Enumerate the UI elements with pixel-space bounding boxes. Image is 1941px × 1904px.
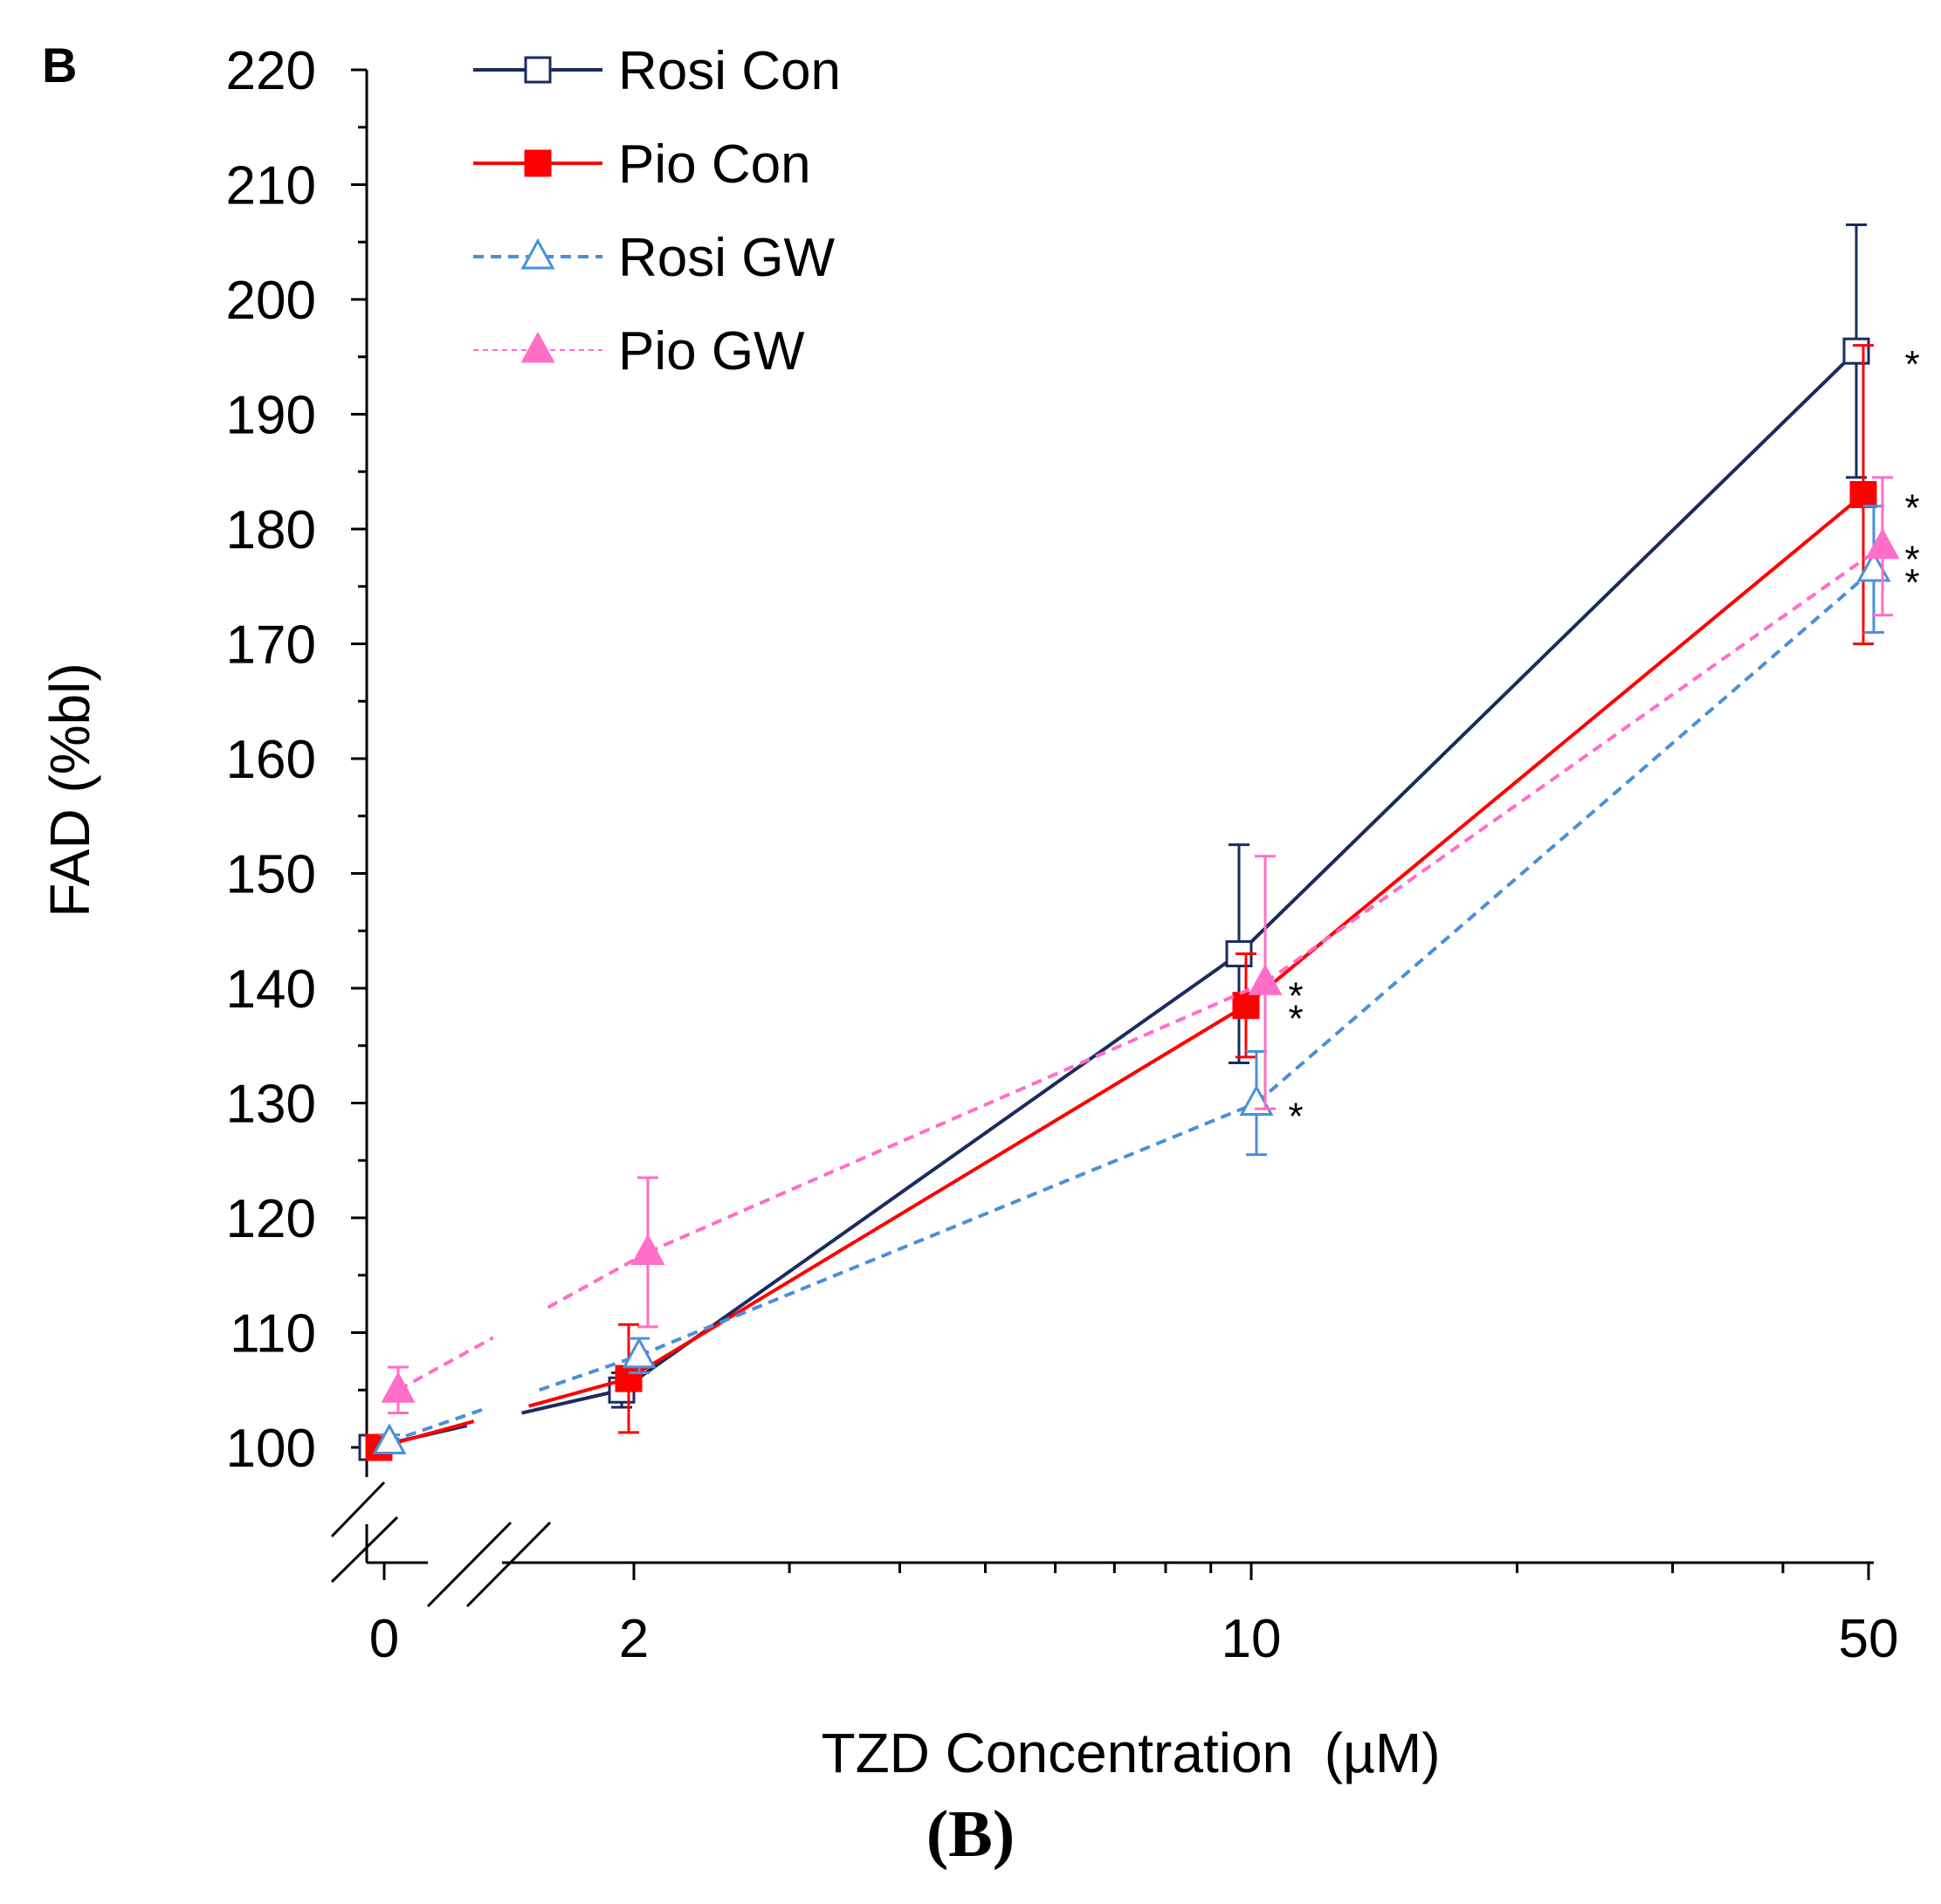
series-line-segment (538, 1353, 640, 1392)
data-point (622, 1337, 657, 1369)
y-axis-break-mark (330, 1481, 386, 1538)
significance-star: * (1288, 1096, 1303, 1138)
y-axis-title: FAD (%bl) (38, 663, 101, 918)
significance-star: * (1904, 343, 1919, 386)
data-point (615, 1364, 643, 1392)
y-tick-label: 210 (226, 156, 316, 217)
data-point (1232, 992, 1260, 1020)
data-point (381, 1371, 416, 1403)
legend-marker (520, 331, 555, 363)
legend-marker (524, 56, 552, 84)
x-axis-title: TZD Concentration (µM) (821, 1722, 1440, 1784)
y-tick-label: 200 (226, 271, 316, 331)
series-line-segment (647, 980, 1266, 1254)
x-tick-label: 50 (1839, 1609, 1899, 1669)
legend-item-rosi_gw: Rosi GW (473, 228, 835, 288)
series-line-segment (397, 1336, 494, 1392)
series-pio_gw: ** (381, 476, 1920, 1415)
legend-item-pio_gw: Pio GW (473, 321, 805, 381)
significance-star: * (1904, 561, 1919, 604)
data-point (1239, 1084, 1274, 1116)
significance-star: * (1904, 539, 1919, 581)
significance-star: * (1904, 487, 1919, 530)
y-tick-label: 140 (226, 959, 316, 1020)
y-tick-label: 100 (226, 1419, 316, 1479)
y-tick-label: 180 (226, 500, 316, 560)
series-rosi_gw: ** (372, 505, 1920, 1454)
y-tick-label: 130 (226, 1075, 316, 1135)
y-tick-label: 190 (226, 386, 316, 446)
data-point (372, 1423, 407, 1454)
axes: 1001101201301401501601701801902002102200… (226, 41, 1899, 1669)
series-line-segment (528, 1377, 630, 1408)
series-rosi_con: * (358, 223, 1920, 1461)
series-line-segment (1255, 567, 1876, 1105)
x-tick-label: 2 (619, 1609, 649, 1669)
series-layer: ******* (358, 223, 1920, 1461)
y-tick-label: 120 (226, 1189, 316, 1249)
series-line-segment (547, 1250, 649, 1309)
series-line-segment (627, 1004, 1248, 1380)
legend-item-rosi_con: Rosi Con (473, 41, 841, 101)
legend-label: Rosi Con (618, 41, 841, 101)
y-tick-label: 110 (230, 1304, 316, 1364)
x-axis-break-mark (465, 1521, 552, 1608)
data-point (630, 1234, 665, 1265)
x-axis-break-mark (426, 1521, 513, 1608)
data-point (1842, 337, 1870, 365)
data-point (1248, 964, 1283, 995)
series-line-segment (1263, 545, 1884, 985)
series-line-segment (1244, 493, 1865, 1007)
legend-label: Pio Con (618, 134, 811, 195)
y-axis-break-mark (330, 1516, 399, 1584)
legend-item-pio_con: Pio Con (473, 134, 811, 195)
series-pio_con: ** (365, 344, 1920, 1461)
x-tick-label: 0 (369, 1609, 399, 1669)
legend-label: Pio GW (618, 321, 805, 381)
legend-marker (524, 149, 552, 177)
significance-star: * (1288, 974, 1303, 1017)
y-tick-label: 150 (226, 845, 316, 905)
legend-label: Rosi GW (618, 228, 835, 288)
data-point (1865, 527, 1900, 560)
y-tick-label: 220 (226, 41, 316, 101)
data-point (1849, 481, 1877, 509)
series-line-segment (620, 952, 1241, 1392)
x-tick-label: 10 (1222, 1609, 1282, 1669)
figure-caption: (B) (926, 1797, 1015, 1871)
legend-marker (520, 237, 555, 270)
series-line-segment (521, 1388, 623, 1415)
y-tick-label: 170 (226, 615, 316, 676)
y-tick-label: 160 (226, 730, 316, 790)
legend: Rosi Con Pio Con Rosi GW Pio GW (473, 41, 841, 381)
panel-letter: B (42, 38, 77, 93)
series-line-segment (1237, 349, 1858, 955)
series-line-segment (638, 1101, 1257, 1358)
significance-star: * (1288, 998, 1303, 1041)
